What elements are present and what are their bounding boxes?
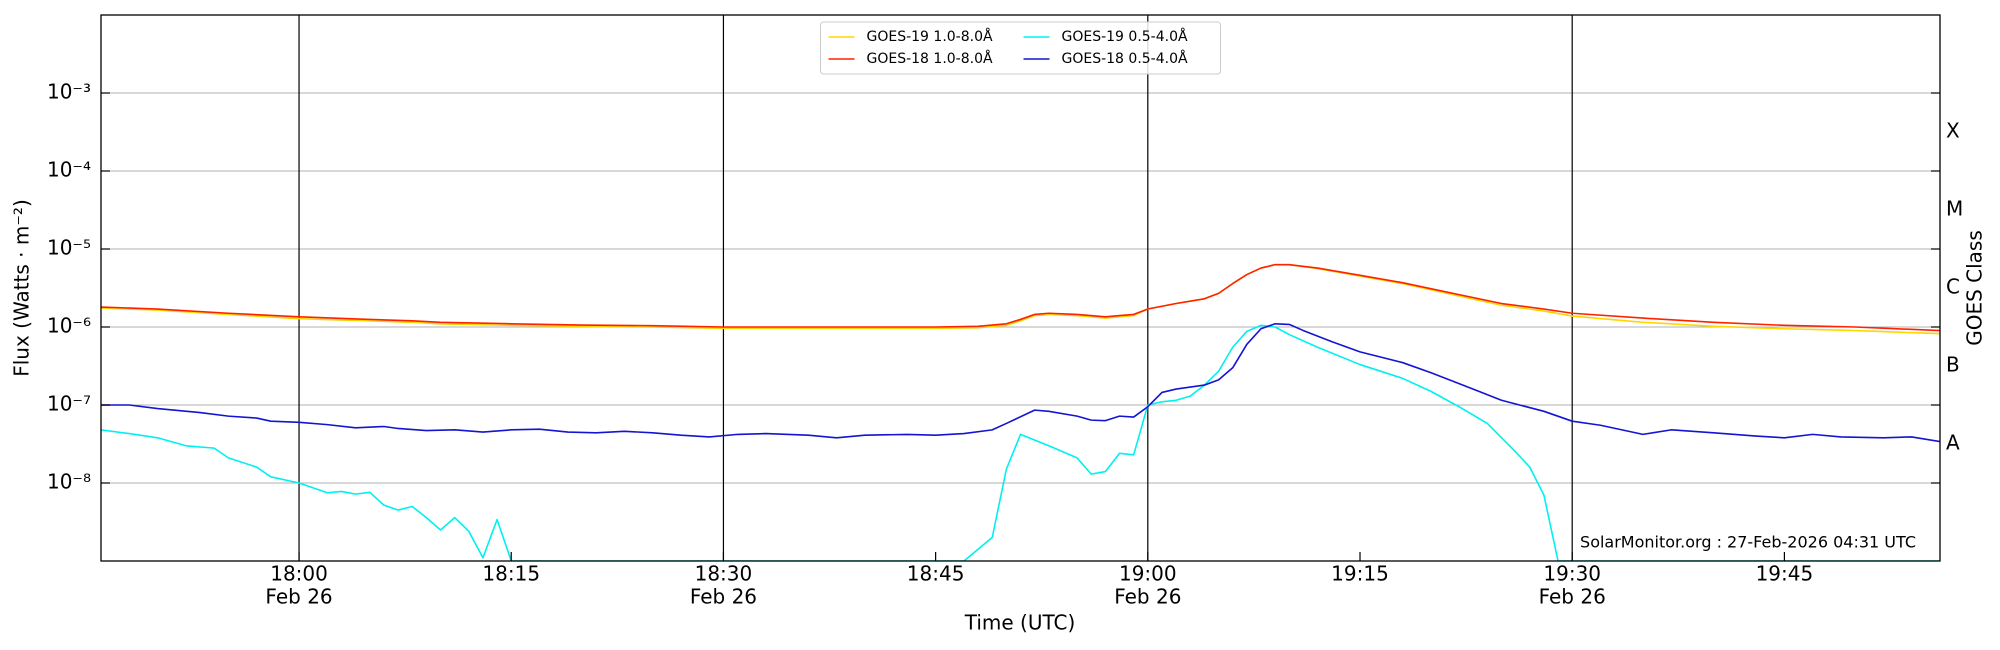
y-tick-label: 10⁻⁷ [47,392,91,416]
y2-tick-label: A [1946,431,1960,455]
series-line [101,263,1940,332]
x-tick-label: 18:15 [482,562,540,586]
grid [101,15,1940,561]
y-tick-label: 10⁻⁵ [47,236,91,260]
y-tick-label: 10⁻⁸ [47,470,91,494]
x-tick-label: Feb 26 [1114,585,1181,609]
x-tick-label: Feb 26 [690,585,757,609]
y2-tick-label: X [1946,119,1960,143]
y-axis-label: Flux (Watts · m⁻²) [10,199,34,377]
x-tick-label: 18:30 [695,562,753,586]
y-tick-label: 10⁻⁴ [47,158,91,182]
legend-label: GOES-18 0.5-4.0Å [1062,50,1188,67]
x-tick-label: 19:00 [1119,562,1177,586]
x-tick-label: 19:30 [1543,562,1601,586]
x-tick-label: Feb 26 [1539,585,1606,609]
legend: GOES-19 1.0-8.0Å GOES-18 1.0-8.0Å GOES-19 … [820,21,1221,75]
y-tick-label: 10⁻³ [47,80,91,104]
legend-label: GOES-18 1.0-8.0Å [867,50,993,67]
y2-tick-label: M [1946,197,1963,221]
x-tick-label: 18:45 [907,562,965,586]
legend-label: GOES-19 1.0-8.0Å [867,28,993,45]
x-tick-label: Feb 26 [265,585,332,609]
y2-tick-label: C [1946,275,1960,299]
series-line [101,322,1940,443]
y-tick-label: 10⁻⁶ [47,314,91,338]
y2-axis-label: GOES Class [1963,230,1987,346]
legend-label: GOES-19 0.5-4.0Å [1062,28,1188,45]
series-line [101,324,1940,561]
x-tick-label: 18:00 [270,562,328,586]
y2-tick-label: B [1946,353,1960,377]
plot-frame [100,14,1941,562]
series-line [101,263,1940,335]
legend-box [820,21,1221,75]
plot-area [101,263,1940,561]
x-tick-label: 19:45 [1756,562,1814,586]
annotation: SolarMonitor.org : 27-Feb-2026 04:31 UTC [1580,533,1916,552]
x-tick-label: 19:15 [1331,562,1389,586]
x-axis-label: Time (UTC) [964,611,1076,635]
